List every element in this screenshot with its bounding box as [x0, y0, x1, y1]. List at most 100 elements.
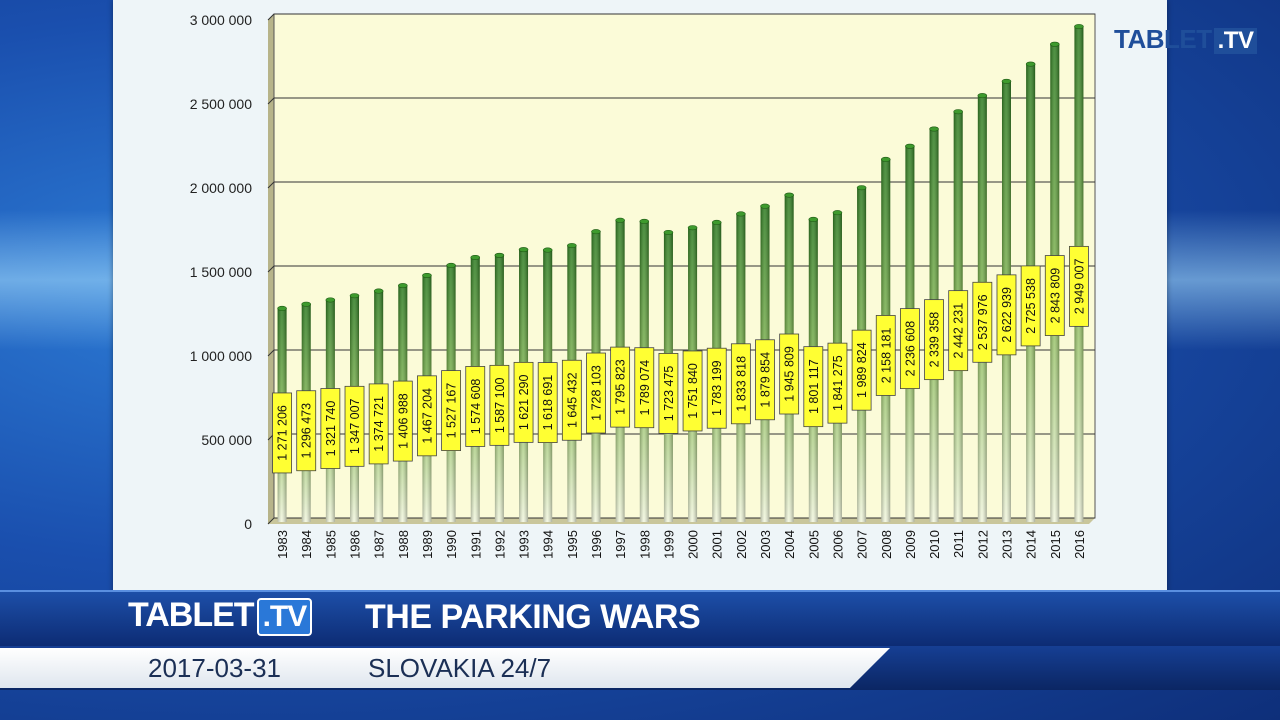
data-label: 2 949 007	[1072, 259, 1086, 315]
bar-cap-1988	[398, 283, 408, 289]
y-tick-label: 1 500 000	[190, 264, 252, 280]
x-tick-label: 1998	[637, 530, 652, 559]
x-tick-label: 2008	[879, 530, 894, 559]
x-tick-label: 2016	[1072, 530, 1087, 559]
y-tick-label: 0	[244, 516, 252, 532]
x-tick-label: 2003	[758, 530, 773, 559]
data-label-box	[730, 343, 751, 425]
data-label: 2 442 231	[952, 303, 966, 359]
data-label-box	[561, 359, 582, 441]
x-tick-label: 1986	[348, 530, 363, 559]
data-label-box	[924, 299, 944, 381]
data-label: 1 321 740	[324, 401, 338, 457]
data-label: 1 945 809	[783, 346, 797, 402]
data-label: 2 236 608	[903, 321, 917, 377]
data-label-box	[441, 370, 462, 451]
data-label: 1 271 206	[276, 405, 290, 461]
data-label: 1 527 167	[445, 383, 459, 439]
x-tick-label: 2000	[686, 530, 701, 559]
x-tick-label: 2010	[927, 530, 942, 559]
data-label: 2 158 181	[879, 328, 893, 384]
bar-cap-2009	[905, 143, 915, 149]
data-label-box	[489, 364, 510, 446]
x-tick-label: 1990	[444, 530, 459, 559]
data-label-box	[537, 362, 558, 443]
data-label-box	[803, 346, 824, 428]
corner-logo: TABLET .TV	[1114, 24, 1258, 55]
data-label-box	[972, 281, 993, 363]
data-label-box	[1020, 265, 1041, 347]
x-tick-label: 1999	[661, 530, 676, 559]
x-tick-label: 1991	[468, 530, 483, 559]
data-label-box	[634, 347, 655, 429]
data-label-box	[610, 346, 631, 428]
x-tick-label: 2001	[710, 530, 725, 559]
data-label: 1 783 199	[710, 360, 724, 416]
data-label-box	[344, 385, 365, 467]
x-tick-label: 2004	[782, 530, 797, 559]
bar-cap-1994	[542, 247, 553, 253]
data-label: 1 723 475	[662, 366, 676, 422]
x-tick-label: 2006	[830, 530, 845, 559]
data-label-box	[851, 329, 872, 411]
data-label: 2 725 538	[1024, 278, 1038, 334]
data-label-box	[296, 390, 317, 472]
broadcast-date: 2017-03-31	[148, 653, 281, 683]
data-label-box	[417, 375, 437, 457]
bar-cap-1996	[591, 229, 601, 235]
data-label: 1 574 608	[469, 379, 483, 435]
bar-cap-2006	[832, 210, 843, 216]
data-label-box	[875, 315, 896, 396]
x-tick-label: 1993	[517, 530, 532, 559]
bar-cap-1984	[301, 301, 312, 307]
x-tick-label: 1987	[372, 530, 387, 559]
bar-cap-2012	[977, 93, 988, 99]
data-label-box	[1044, 255, 1065, 336]
x-tick-label: 1988	[396, 530, 411, 559]
chart-panel: 0 500 000 1 000 000 1 500 000 2 000 000 2 500…	[113, 0, 1167, 632]
bar-cap-1983	[277, 305, 287, 311]
channel-logo-tld: .TV	[256, 598, 313, 636]
data-label-box	[586, 352, 606, 434]
data-label: 1 467 204	[420, 388, 434, 444]
bar-cap-1997	[615, 217, 625, 223]
y-tick-label: 3 000 000	[190, 12, 252, 28]
lower-third-title-bar	[0, 590, 1280, 648]
gridline-depth	[267, 349, 275, 357]
data-label: 1 833 818	[734, 356, 748, 412]
data-label-box	[682, 350, 703, 432]
data-label-box	[1069, 245, 1089, 327]
data-label: 2 622 939	[1000, 287, 1014, 343]
data-label: 2 843 809	[1048, 268, 1062, 324]
data-label: 1 296 473	[300, 403, 314, 459]
bar-cap-2015	[1049, 41, 1060, 47]
gridline-depth	[267, 517, 275, 525]
data-label-box	[779, 333, 800, 415]
x-tick-label: 2013	[999, 530, 1014, 559]
y-tick-label: 500 000	[201, 432, 252, 448]
bar-cap-2013	[1001, 78, 1012, 84]
x-tick-label: 2012	[975, 530, 990, 559]
plot-floor	[268, 518, 1095, 524]
bar-cap-1989	[422, 273, 432, 279]
data-label: 1 989 824	[855, 342, 869, 398]
bar-cap-2014	[1025, 61, 1036, 67]
data-label-box	[658, 353, 679, 434]
data-label: 1 879 854	[759, 352, 773, 408]
x-tick-label: 1983	[275, 530, 290, 559]
data-label: 1 801 117	[807, 359, 821, 414]
x-tick-label: 2015	[1048, 530, 1063, 559]
channel-logo-brand: TABLET	[128, 596, 255, 634]
x-tick-label: 1996	[589, 530, 604, 559]
data-label: 2 339 358	[928, 312, 942, 368]
data-label-box	[513, 361, 534, 443]
bar-cap-2004	[784, 192, 794, 198]
data-label-box	[272, 392, 292, 474]
x-tick-label: 2007	[855, 530, 870, 559]
data-label-box	[948, 290, 969, 372]
data-label: 1 751 840	[686, 363, 700, 419]
gridline-depth	[267, 181, 275, 189]
y-tick-label: 2 500 000	[190, 96, 252, 112]
x-tick-label: 2014	[1024, 530, 1039, 559]
data-label: 1 374 721	[372, 396, 386, 452]
